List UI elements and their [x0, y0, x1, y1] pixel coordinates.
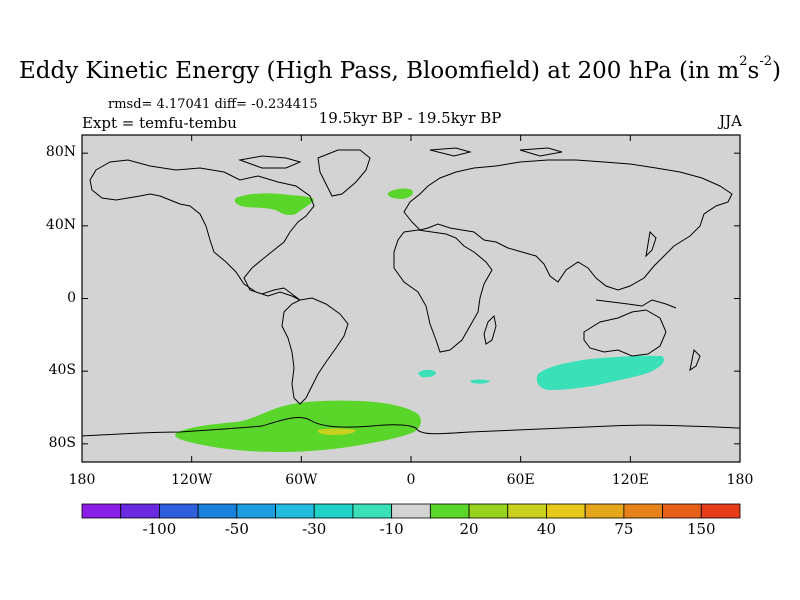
season-label: JJA: [719, 112, 742, 130]
colorbar-swatch: [81, 503, 122, 519]
lon-tick-label: 60E: [506, 472, 535, 488]
lat-tick-label: 80S: [48, 434, 76, 451]
stats-label: rmsd= 4.17041 diff= -0.234415: [108, 97, 318, 112]
colorbar-swatch: [313, 503, 354, 519]
colorbar-swatch: [546, 503, 586, 519]
colorbar-swatch: [391, 503, 431, 519]
lon-tick-label: 180: [726, 472, 754, 488]
colorbar: [81, 503, 741, 519]
anomaly-north-america: [234, 193, 314, 215]
coast-eurasia: [403, 159, 733, 291]
coast-madagascar: [483, 314, 497, 345]
lat-tick-label: 40N: [45, 216, 76, 233]
coast-indonesia: [595, 299, 677, 309]
colorbar-swatch: [159, 503, 199, 519]
colorbar-swatch: [352, 503, 393, 519]
lon-tick-label: 180: [68, 472, 96, 488]
anomaly-south-indian: [536, 355, 665, 390]
coast-arctic-islands: [238, 147, 563, 169]
anomaly-south-atlantic: [418, 369, 437, 378]
plot-title: Eddy Kinetic Energy (High Pass, Bloomfie…: [19, 54, 781, 84]
lat-tick-label: 40S: [48, 362, 76, 379]
colorbar-label: 20: [459, 520, 479, 538]
colorbar-swatch: [275, 503, 315, 519]
coast-japan: [645, 230, 657, 258]
colorbar-label: -50: [224, 520, 249, 538]
coast-south-america: [281, 297, 349, 405]
lat-tick-label: 0: [67, 289, 76, 306]
colorbar-swatch: [623, 503, 663, 519]
experiment-label: Expt = temfu-tembu: [82, 114, 237, 132]
colorbar-label: -100: [142, 520, 177, 538]
lon-tick-label: 120E: [611, 472, 649, 488]
lon-tick-label: 60W: [285, 472, 318, 488]
map-ticks: [81, 135, 741, 462]
colorbar-swatch: [584, 503, 625, 519]
colorbar-label: 40: [536, 520, 557, 538]
colorbar-swatch: [507, 503, 547, 519]
colorbar-swatch: [468, 503, 509, 519]
coastlines: [81, 147, 741, 437]
colorbar-swatch: [700, 503, 741, 519]
colorbar-swatch: [197, 503, 238, 519]
anomaly-north-atlantic: [387, 188, 413, 199]
coast-antarctica: [81, 417, 741, 437]
period-label: 19.5kyr BP - 19.5kyr BP: [318, 109, 502, 127]
coast-north-america: [89, 159, 315, 301]
colorbar-swatch: [120, 503, 160, 519]
colorbar-label: -10: [379, 520, 404, 538]
anomaly-fields: [175, 188, 665, 452]
map-background: [82, 135, 740, 462]
anomaly-small-south: [470, 379, 490, 384]
colorbar-label: -30: [302, 520, 327, 538]
colorbar-label: 75: [614, 520, 634, 538]
colorbar-swatch: [662, 503, 702, 519]
colorbar-label: 150: [686, 520, 716, 538]
colorbar-swatch: [236, 503, 276, 519]
anomaly-southern-ocean: [175, 400, 421, 452]
colorbar-swatch: [429, 503, 470, 519]
coast-greenland: [317, 149, 371, 197]
coast-australia: [583, 309, 667, 357]
lon-tick-label: 0: [406, 472, 416, 488]
lon-tick-label: 120W: [171, 472, 213, 488]
coast-africa: [393, 229, 493, 353]
lat-tick-label: 80N: [45, 144, 76, 161]
anomaly-antarctic-max: [317, 428, 356, 435]
coast-new-zealand: [689, 348, 701, 372]
